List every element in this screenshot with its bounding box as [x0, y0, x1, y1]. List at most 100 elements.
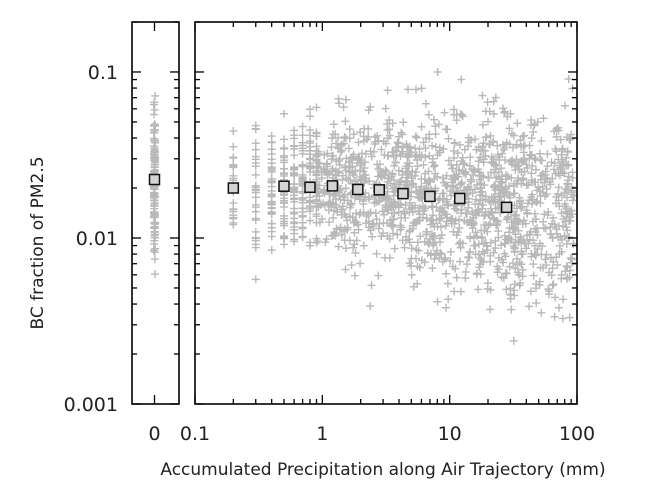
- scatter-point: [151, 270, 159, 279]
- scatter-point: [487, 207, 496, 216]
- scatter-point: [325, 198, 334, 206]
- scatter-point: [401, 214, 410, 222]
- scatter-point: [544, 285, 553, 294]
- scatter-point: [420, 175, 429, 184]
- scatter-point: [412, 133, 421, 142]
- scatter-point: [388, 148, 397, 157]
- scatter-point: [443, 279, 452, 288]
- scatter-point: [251, 162, 260, 171]
- scatter-point: [394, 139, 403, 148]
- scatter-point: [476, 254, 485, 263]
- scatter-point: [394, 166, 403, 175]
- scatter-point: [467, 175, 476, 184]
- scatter-point: [531, 251, 540, 260]
- scatter-point: [426, 177, 435, 186]
- scatter-point: [151, 91, 160, 100]
- scatter-point: [409, 224, 417, 233]
- scatter-point: [411, 171, 419, 180]
- scatter-point: [350, 240, 359, 249]
- scatter-point: [425, 130, 434, 139]
- scatter-point: [360, 124, 369, 133]
- scatter-point: [487, 168, 495, 177]
- scatter-point: [518, 202, 526, 211]
- scatter-point: [149, 239, 158, 248]
- scatter-point: [251, 203, 260, 212]
- scatter-point: [530, 121, 538, 130]
- scatter-point: [549, 213, 558, 222]
- scatter-point: [356, 259, 365, 268]
- scatter-point: [455, 224, 464, 232]
- scatter-point: [525, 302, 534, 311]
- scatter-point: [280, 240, 288, 249]
- scatter-point: [348, 162, 357, 171]
- scatter-point: [457, 110, 466, 119]
- scatter-point: [561, 101, 569, 110]
- scatter-point: [328, 134, 336, 143]
- scatter-point: [381, 203, 390, 212]
- scatter-point: [398, 170, 407, 179]
- scatter-point: [498, 189, 507, 198]
- scatter-point: [486, 131, 495, 140]
- median-marker: [352, 183, 364, 196]
- scatter-point: [527, 287, 535, 296]
- scatter-point: [444, 134, 453, 143]
- scatter-point: [458, 239, 467, 248]
- scatter-point: [414, 246, 423, 255]
- scatter-point: [533, 186, 542, 195]
- scatter-point: [455, 215, 464, 224]
- scatter-point: [317, 173, 326, 182]
- scatter-point: [447, 161, 456, 169]
- scatter-point: [397, 128, 406, 137]
- scatter-point: [374, 271, 383, 280]
- scatter-point: [510, 247, 519, 256]
- scatter-point: [485, 140, 494, 148]
- scatter-point: [327, 155, 336, 164]
- scatter-point: [564, 75, 573, 83]
- scatter-point: [552, 132, 561, 141]
- scatter-point: [267, 191, 276, 200]
- scatter-point: [326, 190, 335, 199]
- scatter-point: [486, 305, 495, 314]
- scatter-point: [533, 245, 542, 253]
- scatter-point: [565, 313, 574, 322]
- scatter-point: [393, 230, 402, 239]
- scatter-point: [151, 210, 159, 219]
- scatter-point: [150, 147, 159, 156]
- scatter-point: [352, 209, 360, 218]
- scatter-point: [150, 160, 159, 169]
- scatter-point: [536, 199, 545, 208]
- scatter-point: [267, 145, 276, 154]
- scatter-point: [280, 232, 288, 241]
- scatter-point: [149, 100, 158, 109]
- scatter-point: [251, 214, 260, 223]
- scatter-point: [267, 223, 276, 232]
- scatter-point: [501, 269, 510, 278]
- scatter-point: [567, 206, 576, 215]
- scatter-point: [548, 264, 557, 273]
- scatter-point: [450, 154, 458, 162]
- scatter-point: [475, 168, 484, 177]
- scatter-point: [379, 137, 388, 146]
- scatter-point: [367, 281, 376, 290]
- scatter-point: [319, 164, 328, 173]
- scatter-point: [471, 135, 480, 144]
- scatter-point: [431, 142, 440, 151]
- scatter-point: [481, 146, 490, 155]
- scatter-point: [251, 275, 260, 284]
- scatter-point: [567, 190, 576, 199]
- scatter-point: [391, 158, 400, 167]
- scatter-point: [267, 199, 276, 207]
- scatter-point: [441, 125, 450, 134]
- scatter-point: [383, 134, 392, 143]
- scatter-point: [366, 226, 375, 235]
- scatter-point: [518, 132, 527, 141]
- scatter-point: [393, 138, 402, 147]
- scatter-point: [431, 169, 440, 178]
- scatter-point: [486, 251, 495, 260]
- scatter-point: [280, 135, 288, 144]
- scatter-point: [404, 85, 412, 94]
- scatter-point: [466, 153, 475, 162]
- scatter-point: [484, 117, 492, 126]
- scatter-point: [564, 161, 572, 170]
- scatter-point: [561, 267, 570, 276]
